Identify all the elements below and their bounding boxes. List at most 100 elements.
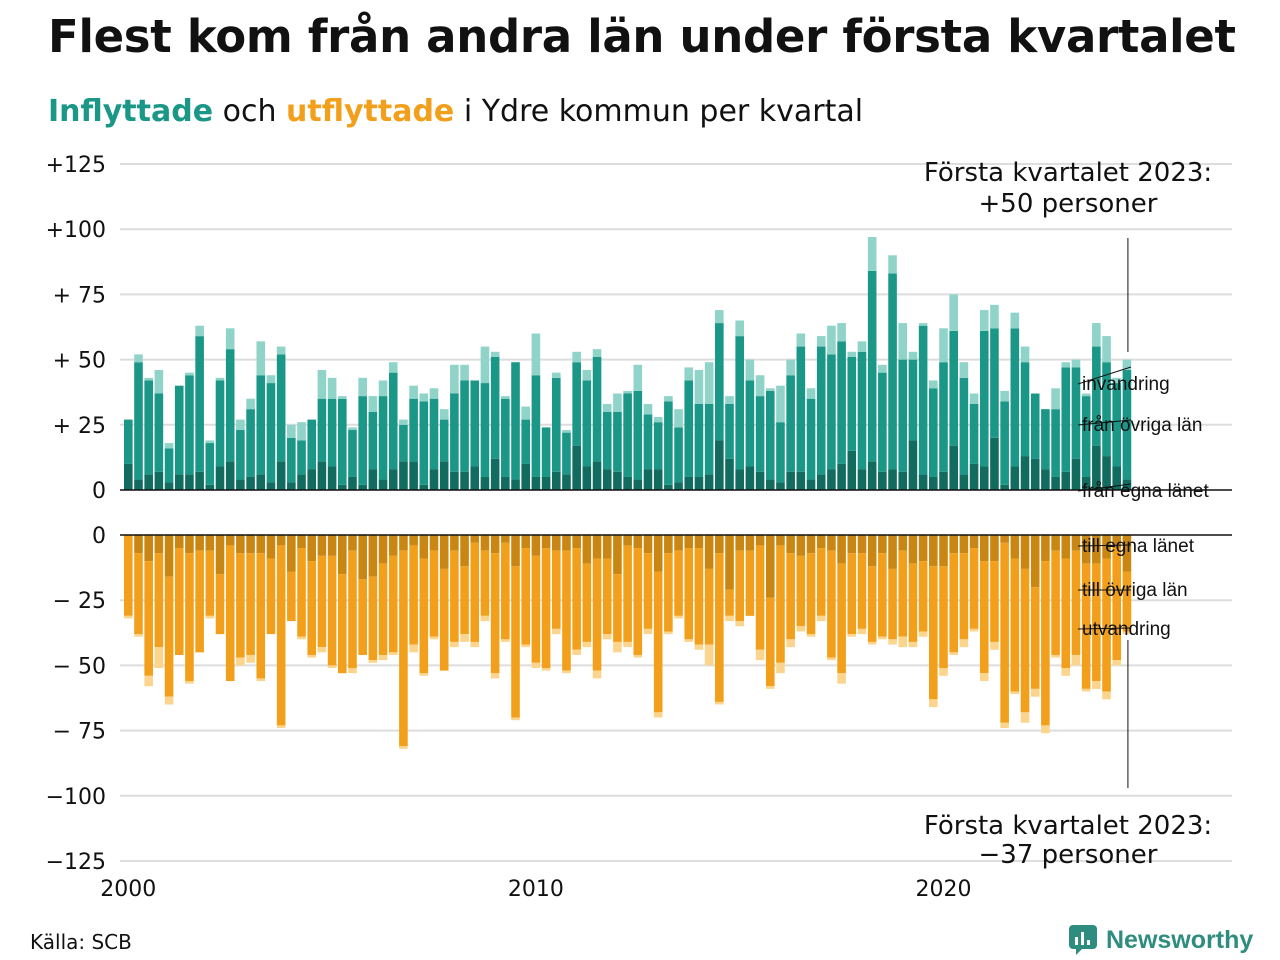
bar-in-other-counties [806, 398, 816, 480]
bar-out-own-county [409, 535, 418, 546]
bar-in-own-county [827, 469, 836, 490]
bar-in-other-counties [725, 403, 734, 459]
bar-in-immigration [704, 362, 714, 404]
bar-out-other-counties [287, 571, 296, 622]
bar-in-own-county [388, 469, 398, 490]
bar-out-own-county [368, 535, 378, 577]
bar-out-emigration [1041, 725, 1050, 734]
bar-in-immigration [878, 364, 887, 373]
bar-in-immigration [501, 396, 510, 399]
bar-out-own-county [918, 535, 928, 562]
bar-out-other-counties [470, 542, 480, 642]
bar-in-other-counties [979, 330, 989, 467]
bar-in-other-counties [643, 414, 653, 470]
bar-out-other-counties [134, 553, 143, 635]
bar-in-other-counties [368, 411, 378, 470]
bar-in-other-counties [1030, 393, 1040, 459]
bar-out-emigration [939, 668, 948, 676]
bar-in-own-county [908, 440, 918, 490]
bar-out-other-counties [195, 550, 204, 653]
bar-in-own-county [174, 474, 184, 490]
bar-out-emigration [898, 636, 908, 648]
bar-out-emigration [715, 701, 724, 705]
bar-out-other-counties [969, 548, 979, 629]
bar-in-own-county [582, 466, 592, 490]
bar-in-immigration [898, 323, 908, 360]
bar-in-own-county [1010, 466, 1020, 490]
bar-in-immigration [816, 336, 826, 347]
bar-out-other-counties [704, 568, 714, 645]
bar-out-emigration [511, 717, 520, 721]
bar-out-other-counties [1112, 548, 1122, 661]
bar-in-own-county [949, 445, 958, 490]
bar-in-own-county [134, 479, 143, 490]
bar-out-emigration [419, 673, 429, 676]
bar-out-own-county [694, 535, 704, 549]
series-leader-out [1077, 627, 1131, 630]
bar-out-other-counties [613, 574, 622, 642]
bar-out-other-counties [847, 553, 857, 635]
bar-in-own-county [460, 471, 469, 490]
bar-in-immigration [439, 409, 449, 420]
bar-out-other-counties [827, 550, 836, 658]
bar-out-other-counties [419, 558, 429, 674]
bar-in-own-county [225, 461, 235, 490]
bar-out-emigration [1122, 631, 1132, 635]
bar-out-other-counties [1102, 558, 1111, 692]
bar-in-immigration [613, 393, 622, 412]
bar-in-own-county [266, 482, 276, 490]
bar-out-emigration [796, 626, 806, 632]
series-label-in: från övriga län [1082, 415, 1202, 436]
bar-in-own-county [256, 474, 266, 490]
bar-in-other-counties [949, 330, 958, 446]
bar-out-emigration [1071, 654, 1081, 666]
bar-in-own-county [297, 474, 306, 490]
bar-out-own-county [643, 535, 653, 554]
bar-out-own-county [1092, 535, 1101, 564]
bar-in-own-county [979, 466, 989, 490]
bar-out-own-county [796, 535, 806, 556]
bar-out-other-counties [592, 558, 602, 671]
bar-out-other-counties [837, 563, 846, 674]
bar-in-own-county [939, 471, 948, 490]
bar-in-immigration [674, 409, 683, 428]
bar-out-own-county [888, 535, 897, 569]
bar-in-own-county [623, 476, 632, 490]
bar-out-own-county [276, 535, 286, 546]
series-leader-in [1077, 419, 1131, 426]
y-tick-label-upper: + 75 [53, 283, 106, 308]
bar-in-other-counties [460, 380, 469, 472]
bar-out-other-counties [562, 550, 571, 671]
bar-out-other-counties [1122, 571, 1132, 632]
bar-in-own-county [1020, 456, 1030, 490]
bar-in-immigration [337, 396, 347, 399]
bar-out-own-county [450, 535, 459, 551]
bar-out-other-counties [164, 576, 174, 697]
bar-out-emigration [236, 657, 245, 666]
bar-out-other-counties [439, 568, 449, 671]
bar-in-other-counties [572, 362, 581, 446]
bar-out-emigration [124, 615, 133, 619]
bar-in-other-counties [765, 390, 775, 480]
bar-in-immigration [287, 424, 296, 438]
bar-in-immigration [1102, 336, 1111, 363]
bar-in-own-county [154, 471, 164, 490]
source-label: Källa: SCB [30, 930, 132, 954]
bar-in-immigration [195, 325, 204, 337]
bar-out-own-county [307, 535, 317, 562]
bar-out-other-counties [908, 563, 918, 642]
bar-in-other-counties [1051, 409, 1060, 477]
bar-in-immigration [164, 443, 174, 449]
bar-out-own-county [470, 535, 480, 543]
bar-in-immigration [348, 427, 357, 431]
bar-in-other-counties [715, 323, 724, 441]
bar-out-own-county [490, 535, 500, 554]
bar-in-immigration [480, 346, 490, 384]
bar-in-other-counties [582, 380, 592, 467]
bar-out-own-county [154, 535, 164, 554]
bar-in-own-county [450, 471, 459, 490]
bar-out-own-county [633, 535, 643, 549]
bar-out-own-county [959, 535, 969, 554]
bar-out-own-county [164, 535, 174, 577]
bar-out-own-county [755, 535, 765, 546]
